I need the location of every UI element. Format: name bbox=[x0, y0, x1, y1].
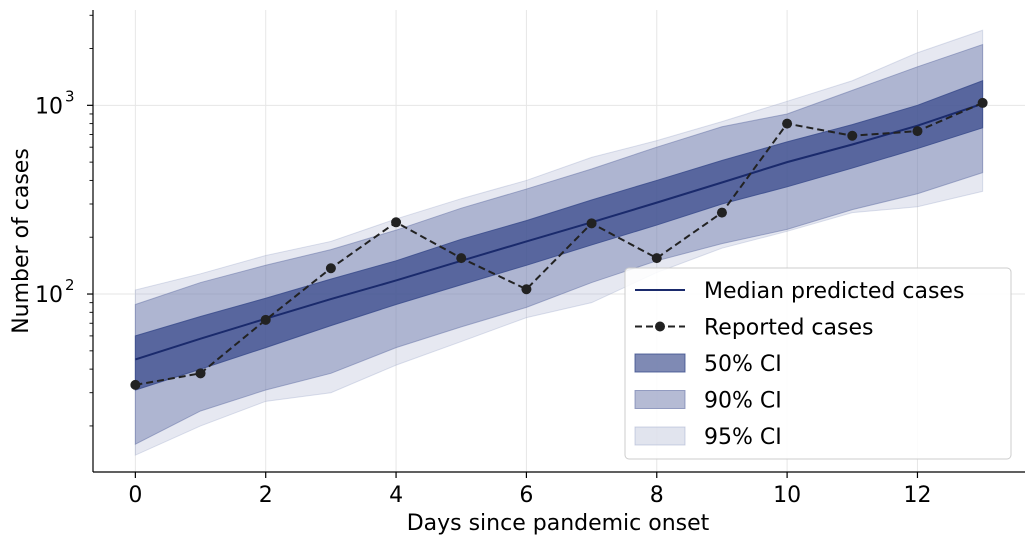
legend-label: 50% CI bbox=[704, 352, 782, 377]
y-tick-exponent: 2 bbox=[65, 276, 75, 294]
y-axis-label: Number of cases bbox=[9, 148, 34, 334]
legend-label: Reported cases bbox=[704, 316, 873, 341]
reported-point bbox=[782, 118, 793, 129]
confidence-bands bbox=[134, 29, 984, 456]
reported-point bbox=[977, 97, 988, 108]
reported-point bbox=[456, 253, 467, 264]
x-tick-label: 2 bbox=[259, 483, 273, 508]
y-tick-label: 10 bbox=[35, 94, 63, 119]
grid bbox=[93, 10, 1025, 472]
legend: Median predicted cases Reported cases 50% … bbox=[624, 267, 1012, 460]
x-tick-label: 10 bbox=[773, 483, 801, 508]
reported-point bbox=[521, 284, 532, 295]
legend-label: 90% CI bbox=[704, 389, 782, 414]
reported-point bbox=[847, 130, 858, 141]
legend-label: Median predicted cases bbox=[704, 279, 964, 304]
x-tick-label: 0 bbox=[128, 483, 142, 508]
reported-point bbox=[586, 218, 597, 229]
reported-point bbox=[716, 207, 727, 218]
reported-point bbox=[912, 126, 923, 137]
series-lines bbox=[135, 101, 984, 386]
axes bbox=[92, 10, 1025, 473]
x-tick-label: 12 bbox=[903, 483, 931, 508]
reported-point bbox=[260, 314, 271, 325]
median-predicted-line bbox=[135, 102, 983, 361]
reported-markers bbox=[130, 97, 988, 390]
y-tick-label: 10 bbox=[35, 283, 63, 308]
reported-point bbox=[195, 368, 206, 379]
legend-label: 95% CI bbox=[704, 425, 782, 450]
x-tick-label: 4 bbox=[389, 483, 403, 508]
legend-swatch-band bbox=[634, 426, 686, 446]
legend-swatch-marker bbox=[655, 321, 665, 332]
legend-box bbox=[624, 267, 1012, 460]
x-tick-label: 8 bbox=[650, 483, 664, 508]
y-tick-exponent: 3 bbox=[65, 87, 75, 105]
reported-cases-line bbox=[135, 101, 984, 386]
legend-swatch-band bbox=[634, 390, 686, 409]
x-tick-label: 6 bbox=[519, 483, 533, 508]
reported-point bbox=[325, 263, 336, 274]
x-axis-label: Days since pandemic onset bbox=[407, 511, 710, 536]
reported-point bbox=[130, 379, 141, 390]
reported-point bbox=[391, 217, 402, 228]
legend-swatch-band bbox=[634, 353, 686, 373]
reported-point bbox=[651, 253, 662, 264]
